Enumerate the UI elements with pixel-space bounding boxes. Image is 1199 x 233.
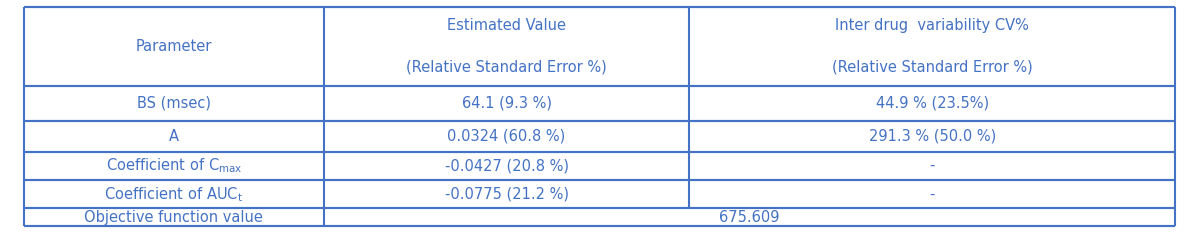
- Text: A: A: [169, 129, 179, 144]
- Text: -0.0427 (20.8 %): -0.0427 (20.8 %): [445, 158, 568, 173]
- Text: Objective function value: Objective function value: [84, 210, 264, 225]
- Text: Estimated Value

(Relative Standard Error %): Estimated Value (Relative Standard Error…: [406, 18, 607, 75]
- Text: Inter drug  variability CV%

(Relative Standard Error %): Inter drug variability CV% (Relative Sta…: [832, 18, 1032, 75]
- Text: 675.609: 675.609: [719, 210, 779, 225]
- Text: 44.9 % (23.5%): 44.9 % (23.5%): [875, 96, 989, 111]
- Text: 64.1 (9.3 %): 64.1 (9.3 %): [462, 96, 552, 111]
- Text: 291.3 % (50.0 %): 291.3 % (50.0 %): [868, 129, 996, 144]
- Text: -: -: [929, 187, 935, 202]
- Text: -: -: [929, 158, 935, 173]
- Text: $\mathregular{Coefficient\ of\ C_{max}}$: $\mathregular{Coefficient\ of\ C_{max}}$: [106, 156, 242, 175]
- Text: 0.0324 (60.8 %): 0.0324 (60.8 %): [447, 129, 566, 144]
- Text: BS (msec): BS (msec): [137, 96, 211, 111]
- Text: -0.0775 (21.2 %): -0.0775 (21.2 %): [445, 187, 568, 202]
- Text: Parameter: Parameter: [135, 39, 212, 54]
- Text: $\mathregular{Coefficient\ of\ AUC_{t}}$: $\mathregular{Coefficient\ of\ AUC_{t}}$: [104, 185, 243, 204]
